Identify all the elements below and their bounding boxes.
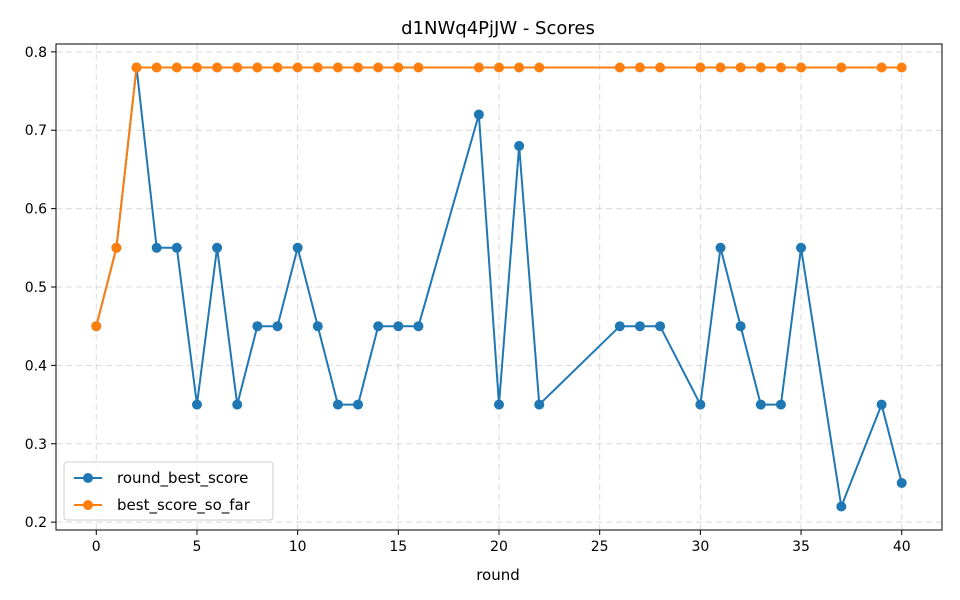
y-tick-label: 0.8	[25, 45, 47, 61]
y-tick-label: 0.5	[25, 280, 47, 296]
data-point-best_score_so_far	[735, 62, 746, 73]
data-point-best_score_so_far	[272, 62, 283, 73]
legend-label-1: best_score_so_far	[117, 496, 251, 515]
data-point-best_score_so_far	[212, 62, 223, 73]
data-point-round_best_score	[413, 321, 424, 332]
data-point-best_score_so_far	[614, 62, 625, 73]
legend-box	[63, 461, 274, 521]
data-point-round_best_score	[514, 140, 525, 151]
data-point-round_best_score	[755, 399, 766, 410]
data-point-round_best_score	[292, 242, 303, 253]
x-tick-label: 5	[192, 539, 201, 555]
data-point-round_best_score	[353, 399, 364, 410]
data-point-round_best_score	[332, 399, 343, 410]
data-point-round_best_score	[272, 321, 283, 332]
data-point-round_best_score	[232, 399, 243, 410]
data-point-best_score_so_far	[655, 62, 666, 73]
data-point-round_best_score	[151, 242, 162, 253]
chart-title: d1NWq4PjJW - Scores	[401, 18, 595, 39]
series-best_score_so_far	[91, 62, 907, 332]
data-point-round_best_score	[534, 399, 545, 410]
x-tick-label: 20	[490, 539, 508, 555]
data-point-best_score_so_far	[292, 62, 303, 73]
data-point-best_score_so_far	[312, 62, 323, 73]
data-point-round_best_score	[796, 242, 807, 253]
data-point-round_best_score	[695, 399, 706, 410]
data-point-round_best_score	[252, 321, 263, 332]
data-point-best_score_so_far	[494, 62, 504, 73]
data-point-round_best_score	[473, 109, 484, 120]
x-tick-label: 15	[389, 539, 407, 555]
data-point-best_score_so_far	[171, 62, 182, 73]
data-point-best_score_so_far	[151, 62, 162, 73]
data-point-round_best_score	[494, 399, 504, 410]
data-point-best_score_so_far	[796, 62, 807, 73]
data-point-best_score_so_far	[514, 62, 525, 73]
data-point-best_score_so_far	[111, 242, 122, 253]
y-tick-label: 0.4	[25, 358, 47, 374]
data-point-best_score_so_far	[473, 62, 484, 73]
data-point-round_best_score	[735, 321, 746, 332]
data-point-round_best_score	[715, 242, 726, 253]
x-tick-label: 0	[92, 539, 101, 555]
data-point-best_score_so_far	[775, 62, 786, 73]
legend: round_best_score best_score_so_far	[63, 461, 274, 521]
data-point-best_score_so_far	[896, 62, 907, 73]
data-point-round_best_score	[876, 399, 887, 410]
data-point-round_best_score	[896, 477, 907, 488]
series-layer	[91, 62, 907, 512]
y-tick-label: 0.2	[25, 515, 47, 531]
data-point-best_score_so_far	[755, 62, 766, 73]
data-point-best_score_so_far	[634, 62, 645, 73]
data-point-best_score_so_far	[191, 62, 202, 73]
data-point-round_best_score	[171, 242, 182, 253]
data-point-best_score_so_far	[252, 62, 263, 73]
data-point-best_score_so_far	[131, 62, 142, 73]
data-point-best_score_so_far	[373, 62, 384, 73]
x-tick-label: 40	[893, 539, 911, 555]
data-point-round_best_score	[393, 321, 404, 332]
data-point-round_best_score	[655, 321, 666, 332]
x-tick-label: 10	[289, 539, 307, 555]
x-tick-label: 35	[792, 539, 810, 555]
data-point-best_score_so_far	[91, 321, 102, 332]
data-point-best_score_so_far	[534, 62, 545, 73]
legend-marker-0	[83, 473, 93, 483]
data-point-best_score_so_far	[695, 62, 706, 73]
y-tick-label: 0.6	[25, 202, 47, 218]
grid	[56, 44, 942, 530]
data-point-best_score_so_far	[353, 62, 364, 73]
data-point-best_score_so_far	[393, 62, 404, 73]
data-point-best_score_so_far	[332, 62, 343, 73]
y-tick-label: 0.7	[25, 123, 47, 139]
data-point-best_score_so_far	[876, 62, 887, 73]
data-point-best_score_so_far	[413, 62, 424, 73]
data-point-best_score_so_far	[232, 62, 243, 73]
x-axis-label: round	[476, 566, 520, 584]
data-point-round_best_score	[212, 242, 223, 253]
x-tick-label: 30	[691, 539, 709, 555]
data-point-round_best_score	[634, 321, 645, 332]
data-point-best_score_so_far	[836, 62, 847, 73]
data-point-round_best_score	[836, 501, 847, 512]
legend-marker-1	[83, 500, 93, 510]
data-point-round_best_score	[775, 399, 786, 410]
data-point-round_best_score	[373, 321, 384, 332]
legend-label-0: round_best_score	[117, 469, 248, 488]
data-point-best_score_so_far	[715, 62, 726, 73]
y-tick-label: 0.3	[25, 437, 47, 453]
data-point-round_best_score	[191, 399, 202, 410]
x-tick-label: 25	[591, 539, 609, 555]
data-point-round_best_score	[614, 321, 625, 332]
data-point-round_best_score	[312, 321, 323, 332]
ticks: 0 5 10 15 20 25 30 35 40 0.2 0.3 0.4 0.5 0.6 0.7 0.8	[25, 45, 911, 555]
